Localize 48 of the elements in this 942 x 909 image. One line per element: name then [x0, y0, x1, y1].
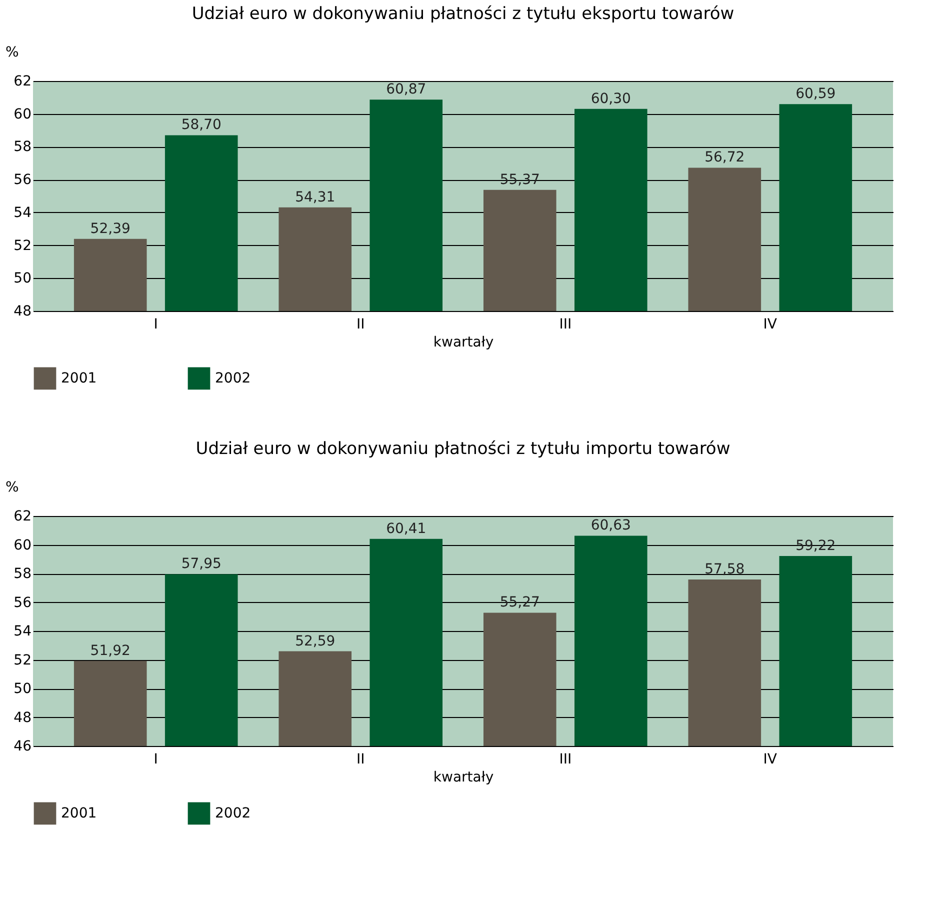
- data-label: 52,59: [295, 633, 336, 650]
- y-tick-label: 50: [14, 270, 32, 287]
- y-axis-title: %: [6, 44, 19, 60]
- data-label: 60,63: [590, 518, 631, 534]
- y-tick-label: 58: [14, 566, 32, 582]
- data-label: 56,72: [704, 150, 745, 166]
- data-label: 54,31: [295, 189, 336, 206]
- data-label: 60,87: [386, 82, 426, 98]
- x-tick-label: IV: [763, 752, 778, 768]
- y-tick-label: 56: [14, 594, 32, 611]
- data-label: 60,30: [590, 90, 631, 107]
- data-label: 57,58: [704, 562, 745, 578]
- data-label: 57,95: [181, 556, 222, 572]
- data-label: 52,39: [90, 220, 130, 237]
- y-tick-label: 58: [14, 139, 32, 156]
- x-tick-label: III: [559, 752, 572, 768]
- legend-label: 2002: [215, 370, 251, 386]
- y-tick-label: 60: [14, 106, 32, 122]
- data-label: 60,59: [796, 86, 836, 102]
- y-tick-label: 52: [14, 652, 32, 668]
- x-tick-label: IV: [763, 316, 778, 332]
- y-tick-label: 60: [14, 537, 32, 554]
- chart-title: Udział euro w dokonywaniu płatności z tytułu eksportu towarów: [192, 4, 734, 24]
- data-label: 60,41: [386, 520, 426, 537]
- y-tick-label: 46: [14, 738, 32, 754]
- legend-label: 2001: [61, 805, 97, 822]
- y-tick-label: 56: [14, 172, 32, 188]
- data-label: 58,70: [181, 117, 222, 134]
- x-tick-label: II: [356, 752, 365, 768]
- y-tick-label: 54: [14, 204, 32, 221]
- x-tick-label: I: [154, 752, 158, 768]
- y-tick-label: 50: [14, 681, 32, 697]
- legend-label: 2002: [215, 805, 251, 822]
- y-axis-title: %: [6, 480, 19, 496]
- legend-label: 2001: [61, 370, 97, 386]
- chart-title: Udział euro w dokonywaniu płatności z tytułu importu towarów: [196, 439, 730, 459]
- data-label: 51,92: [90, 642, 130, 659]
- x-tick-label: I: [154, 316, 158, 332]
- y-tick-label: 62: [14, 508, 32, 524]
- x-axis-title: kwartały: [433, 770, 494, 786]
- y-tick-label: 48: [14, 304, 32, 320]
- x-axis-title: kwartały: [433, 334, 494, 350]
- y-tick-label: 54: [14, 624, 32, 640]
- y-tick-label: 48: [14, 710, 32, 726]
- y-tick-label: 52: [14, 238, 32, 254]
- x-tick-label: III: [559, 316, 572, 332]
- x-tick-label: II: [356, 316, 365, 332]
- y-tick-label: 62: [14, 74, 32, 90]
